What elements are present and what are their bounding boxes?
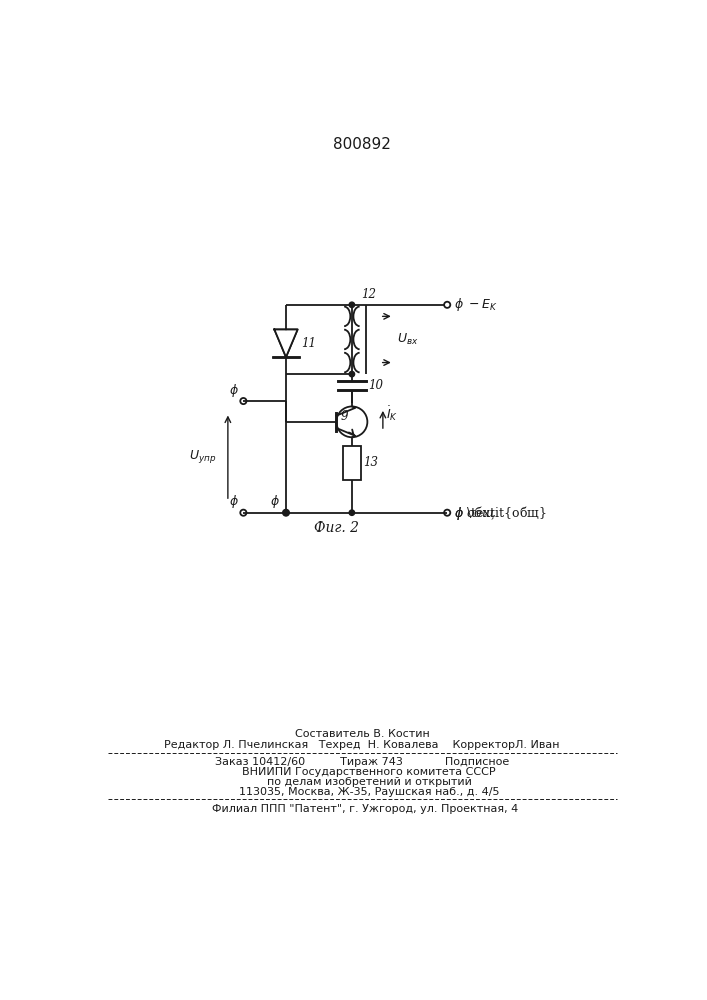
Text: 12: 12: [361, 288, 376, 301]
Text: 800892: 800892: [333, 137, 391, 152]
Text: Составитель В. Костин: Составитель В. Костин: [295, 729, 429, 739]
Text: $\phi$: $\phi$: [229, 382, 239, 399]
Circle shape: [349, 302, 355, 307]
Text: 11: 11: [300, 337, 316, 350]
Circle shape: [284, 510, 288, 515]
Text: $\phi$: $\phi$: [229, 493, 239, 510]
Text: $\dot{I}_K$: $\dot{I}_K$: [386, 405, 398, 423]
Text: $U_{упр}$: $U_{упр}$: [189, 448, 216, 465]
Text: 10: 10: [368, 379, 383, 392]
Text: $\phi\ -E_K$: $\phi\ -E_K$: [454, 296, 498, 313]
Text: ВНИИПИ Государственного комитета СССР: ВНИИПИ Государственного комитета СССР: [228, 767, 496, 777]
Text: 13: 13: [363, 456, 378, 469]
Text: по делам изобретений и открытий: по делам изобретений и открытий: [252, 777, 472, 787]
Text: $\phi$ \textit{общ}: $\phi$ \textit{общ}: [454, 504, 547, 522]
Text: Редактор Л. Пчелинская   Техред  Н. Ковалева    КорректорЛ. Иван: Редактор Л. Пчелинская Техред Н. Ковалев…: [164, 740, 560, 750]
Circle shape: [349, 371, 355, 377]
Bar: [343, 446, 361, 480]
Text: $\phi$: $\phi$: [270, 493, 280, 510]
Text: 113035, Москва, Ж-35, Раушская наб., д. 4/5: 113035, Москва, Ж-35, Раушская наб., д. …: [225, 787, 499, 797]
Polygon shape: [275, 330, 297, 356]
Text: Филиал ППП "Патент", г. Ужгород, ул. Проектная, 4: Филиал ППП "Патент", г. Ужгород, ул. Про…: [205, 804, 518, 814]
Text: $\phi$ общ: $\phi$ общ: [454, 504, 496, 522]
Text: Заказ 10412/60          Тираж 743            Подписное: Заказ 10412/60 Тираж 743 Подписное: [215, 757, 509, 767]
Circle shape: [349, 510, 355, 515]
Text: Фиг. 2: Фиг. 2: [314, 521, 359, 535]
Text: $U_{вх}$: $U_{вх}$: [397, 332, 419, 347]
Text: 9: 9: [341, 410, 349, 423]
